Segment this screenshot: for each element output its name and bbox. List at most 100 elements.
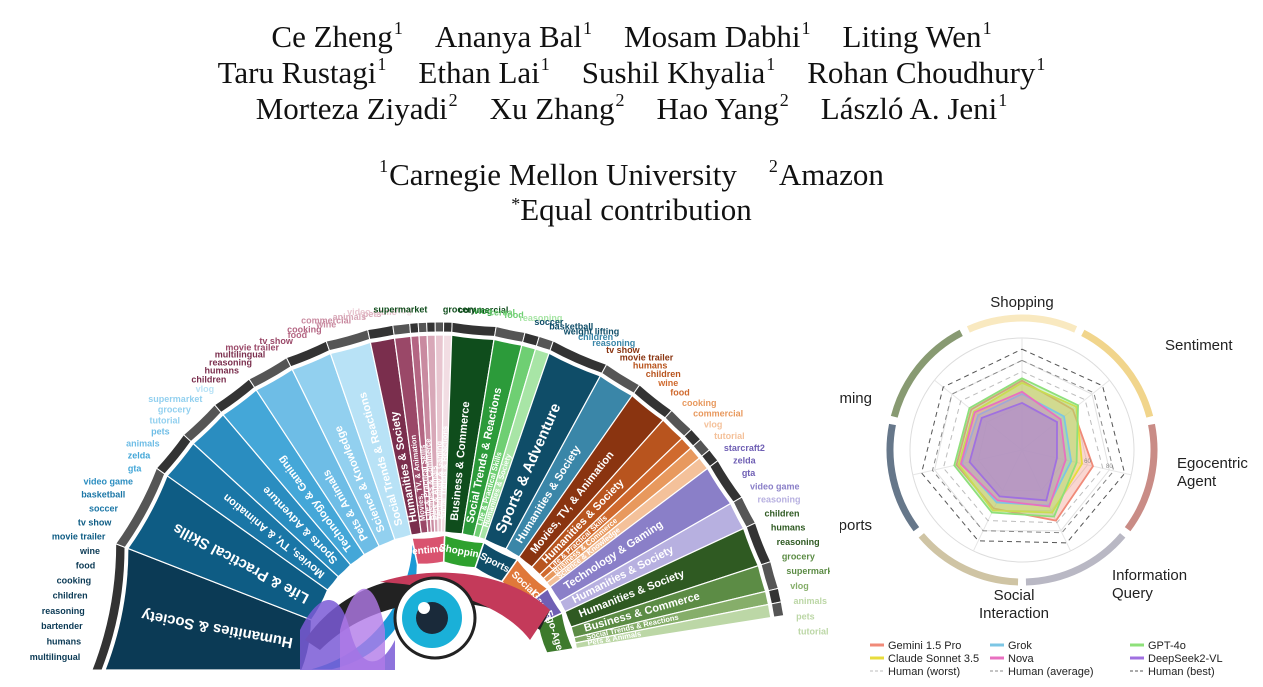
- author: Hao Yang2: [657, 82, 789, 127]
- keyword-label: vlog: [394, 305, 413, 315]
- keyword-label: commercial: [458, 305, 508, 315]
- affiliation-marker: 2: [768, 156, 778, 176]
- author: Morteza Ziyadi2: [256, 82, 458, 127]
- keyword-label: reasoning: [209, 357, 252, 367]
- keyword-label: zelda: [128, 451, 152, 461]
- keyword-label: humans: [47, 636, 82, 646]
- keyword-label: food: [504, 310, 524, 320]
- keyword-label: pets: [363, 309, 382, 319]
- author-name: Xu Zhang: [489, 91, 615, 126]
- keyword-label: supermarket: [373, 305, 427, 315]
- subcategory-label: Social Trends & Reactions: [438, 426, 449, 520]
- affiliation-marker: 1: [801, 18, 811, 38]
- keyword-label: animals: [333, 312, 367, 322]
- keyword-label: children: [53, 591, 88, 601]
- author: Ananya Bal1: [435, 10, 592, 55]
- keyword-label: basketball: [81, 490, 125, 500]
- keyword-label: children: [191, 375, 226, 385]
- keyword-label: supermarket: [148, 394, 202, 404]
- radar-tick-label: 60: [1084, 459, 1091, 465]
- keyword-label: animals: [126, 439, 160, 449]
- radar-axis-label: Gaming: [840, 390, 872, 407]
- model-radar-chart: Shopping Sentiment Egocentric Agent Informat…: [840, 294, 1248, 678]
- equal-contribution-note: *Equal contribution: [0, 186, 1263, 228]
- author: Sushil Khyalia1: [582, 46, 775, 91]
- keyword-label: tutorial: [798, 627, 829, 637]
- keyword-label: humans: [633, 360, 668, 370]
- legend-label: Claude Sonnet 3.5: [888, 653, 979, 665]
- affiliation: 2Amazon: [769, 148, 884, 193]
- subcategory-outer-tick: [426, 321, 436, 333]
- affiliation-marker: 2: [779, 90, 789, 110]
- author: Taru Rustagi1: [218, 46, 387, 91]
- keyword-label: cooking: [57, 576, 92, 586]
- keyword-label: humans: [204, 366, 239, 376]
- radar-axis-ring-segment: [1124, 423, 1158, 532]
- keyword-label: soccer: [534, 317, 564, 327]
- contribution-text: Equal contribution: [520, 192, 752, 227]
- subcategory-label: Technology & Gaming: [435, 441, 444, 520]
- author-name: Ethan Lai: [418, 55, 540, 90]
- keyword-label: zelda: [733, 455, 757, 465]
- subcategory-outer-tick: [770, 601, 785, 618]
- author-name: László A. Jeni: [820, 91, 998, 126]
- legend-label: Gemini 1.5 Pro: [888, 640, 961, 652]
- author-name: Taru Rustagi: [217, 55, 377, 90]
- keyword-label: supermarket: [786, 566, 830, 576]
- keyword-label: video game: [750, 481, 800, 491]
- keyword-label: wine: [657, 378, 678, 388]
- radar-axis-ring-segment: [886, 423, 920, 532]
- keyword-label: tv show: [606, 345, 641, 355]
- affiliation-marker: 2: [615, 90, 625, 110]
- author-name: Rohan Choudhury: [807, 55, 1036, 90]
- legend-label: GPT-4o: [1148, 640, 1186, 652]
- author-name: Mosam Dabhi: [624, 19, 801, 54]
- keyword-label: food: [76, 561, 96, 571]
- legend-label: Human (worst): [888, 666, 960, 678]
- legend-label: Human (average): [1008, 666, 1094, 678]
- keyword-label: reasoning: [777, 537, 820, 547]
- keyword-label: soccer: [89, 503, 119, 513]
- keyword-label: pets: [796, 611, 815, 621]
- radar-series-polygon: [953, 377, 1079, 518]
- keyword-label: movie trailer: [620, 352, 674, 362]
- keyword-label: reasoning: [758, 495, 801, 505]
- affiliation-marker: 1: [583, 18, 593, 38]
- subcategory-outer-tick: [417, 321, 428, 334]
- keyword-label: multilingual: [30, 652, 81, 662]
- author: László A. Jeni1: [821, 82, 1008, 127]
- keyword-label: tv show: [259, 336, 294, 346]
- legend-label: Grok: [1008, 640, 1032, 652]
- subcategory-outer-tick: [392, 322, 412, 336]
- author: Mosam Dabhi1: [624, 10, 811, 55]
- affiliation-marker: 1: [379, 156, 389, 176]
- affiliation-name: Carnegie Mellon University: [389, 157, 737, 192]
- affiliation: 1Carnegie Mellon University: [379, 148, 737, 193]
- radar-axis-label: Sentiment: [1165, 337, 1233, 354]
- keyword-label: vlog: [474, 306, 493, 316]
- keyword-label: vlog: [196, 384, 215, 394]
- keyword-label: movie trailer: [225, 342, 279, 352]
- keyword-label: humans: [771, 523, 806, 533]
- author-line: Ce Zheng1 Ananya Bal1 Mosam Dabhi1 Liting W…: [0, 10, 1263, 54]
- author-name: Morteza Ziyadi: [255, 91, 448, 126]
- keyword-label: grocery: [782, 551, 815, 561]
- keyword-label: movie trailer: [52, 532, 106, 542]
- subcategory-arc: [574, 603, 772, 650]
- keyword-label: commercial: [301, 316, 351, 326]
- keyword-label: gta: [128, 463, 142, 473]
- author-name: Ananya Bal: [434, 19, 583, 54]
- radar-axis-ring-segment: [1025, 533, 1126, 586]
- affiliations: 1Carnegie Mellon University 2Amazon: [0, 148, 1263, 193]
- radar-axis-label: Information Query: [1112, 567, 1187, 602]
- radar-axis-ring-segment: [1081, 329, 1154, 418]
- legend-label: DeepSeek2-VL: [1148, 653, 1223, 665]
- subcategory-outer-tick: [409, 322, 420, 334]
- author-name: Liting Wen: [842, 19, 982, 54]
- author: Liting Wen1: [843, 10, 992, 55]
- affiliation-marker: 1: [540, 54, 550, 74]
- keyword-label: cooking: [287, 324, 322, 334]
- keyword-label: children: [765, 509, 800, 519]
